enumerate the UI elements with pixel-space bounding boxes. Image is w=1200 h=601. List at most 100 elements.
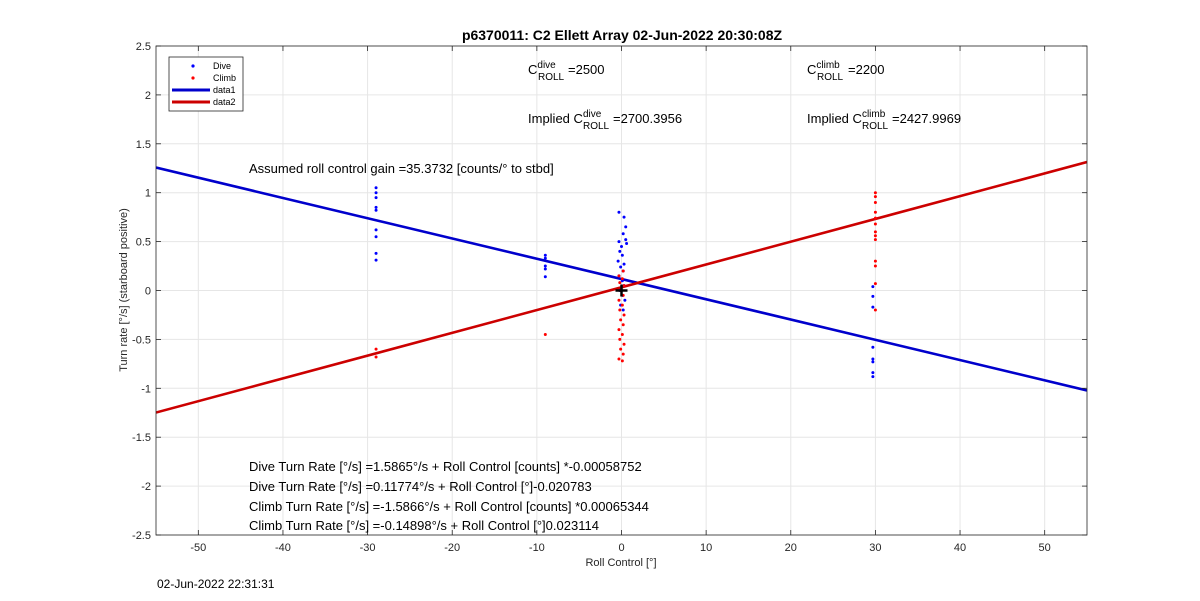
point-dive [543, 275, 547, 279]
point-dive [374, 205, 378, 209]
implied-dive-sub: ROLL [583, 121, 610, 132]
chart-title: p6370011: C2 Ellett Array 02-Jun-2022 20… [462, 27, 783, 43]
point-dive [622, 262, 626, 266]
c-symbol: C [574, 111, 583, 126]
legend-data2-label: data2 [213, 97, 236, 107]
y-tick-label: -0.5 [132, 334, 151, 346]
point-climb [621, 323, 625, 327]
implied-climb-sup: climb [862, 109, 886, 120]
x-tick-label: 10 [700, 542, 712, 554]
implied-climb-value: =2427.9969 [892, 111, 961, 126]
point-dive [871, 371, 875, 375]
c-symbol: C [807, 62, 816, 77]
point-dive [871, 294, 875, 298]
point-dive [871, 285, 875, 289]
point-climb [621, 269, 625, 273]
svg-text:Implied Cclimb: Implied Cclimb [807, 109, 886, 126]
c-climb-sup: climb [816, 60, 840, 71]
point-dive [871, 357, 875, 361]
y-tick-label: 1.5 [136, 139, 151, 151]
point-dive [871, 360, 875, 364]
point-dive [374, 196, 378, 200]
implied-dive-sup: dive [583, 109, 602, 120]
point-dive [871, 305, 875, 309]
data-points [374, 186, 877, 379]
implied-dive-annotation: Implied Cdive ROLL =2700.3956 [528, 109, 682, 132]
point-climb [620, 359, 624, 363]
point-climb [617, 328, 621, 332]
c-roll-climb-annotation: Cclimb ROLL =2200 [807, 60, 885, 83]
point-dive [621, 232, 625, 236]
point-climb [873, 222, 877, 226]
y-tick-label: 2 [145, 90, 151, 102]
x-tick-label: 30 [869, 542, 881, 554]
point-dive [625, 242, 629, 246]
point-dive [621, 308, 625, 312]
point-climb [620, 303, 624, 307]
implied-prefix: Implied [528, 111, 570, 126]
legend-climb-marker [191, 76, 195, 80]
c-roll-dive-annotation: Cdive ROLL =2500 [528, 60, 605, 83]
point-climb [873, 195, 877, 199]
point-dive [617, 240, 621, 244]
point-climb [873, 200, 877, 204]
point-dive [619, 265, 623, 269]
legend-data1-label: data1 [213, 85, 236, 95]
y-tick-label: 0 [145, 286, 151, 298]
svg-text:Cdive: Cdive [528, 60, 556, 77]
x-tick-label: 0 [618, 542, 624, 554]
point-dive [616, 259, 620, 263]
legend: Dive Climb data1 data2 [168, 56, 244, 112]
point-dive [374, 186, 378, 190]
x-tick-label: 20 [785, 542, 797, 554]
c-dive-sub: ROLL [538, 72, 565, 83]
svg-text:Cclimb: Cclimb [807, 60, 840, 77]
point-climb [873, 308, 877, 312]
point-climb [622, 313, 626, 317]
point-climb [622, 342, 626, 346]
y-tick-label: 0.5 [136, 237, 151, 249]
point-climb [617, 357, 621, 361]
point-climb [873, 259, 877, 263]
point-dive [620, 253, 624, 257]
x-tick-label: -40 [275, 542, 291, 554]
x-tick-label: 40 [954, 542, 966, 554]
point-dive [624, 238, 628, 242]
y-tick-label: -1 [141, 383, 151, 395]
point-climb [619, 318, 623, 322]
point-dive [620, 244, 623, 248]
y-tick-label: 1 [145, 188, 151, 200]
point-climb [374, 355, 378, 359]
point-dive [871, 375, 875, 379]
point-dive [543, 253, 547, 257]
point-dive [623, 298, 627, 302]
implied-climb-sub: ROLL [862, 121, 889, 132]
y-tick-label: 2.5 [136, 41, 151, 53]
y-tick-label: -1.5 [132, 432, 151, 444]
c-dive-sup: dive [537, 60, 556, 71]
point-climb [873, 191, 877, 195]
point-climb [617, 274, 621, 278]
legend-dive-marker [191, 64, 195, 68]
point-climb [873, 210, 877, 214]
point-climb [617, 298, 621, 302]
point-climb [618, 308, 622, 312]
climb-fit-counts: Climb Turn Rate [°/s] =-1.5866°/s + Roll… [249, 499, 649, 514]
tick-labels: -50 -40 -30 -20 -10 0 10 20 30 40 50-2.5-2-1.5-1-0… [132, 41, 1051, 554]
point-dive [543, 256, 547, 260]
point-climb [620, 277, 624, 281]
c-climb-sub: ROLL [817, 72, 844, 83]
point-dive [374, 251, 378, 255]
x-tick-label: -30 [360, 542, 376, 554]
point-climb [619, 347, 623, 351]
implied-prefix: Implied [807, 111, 849, 126]
point-climb [621, 352, 625, 356]
point-climb [873, 230, 877, 234]
c-symbol: C [853, 111, 862, 126]
origin-marker [615, 284, 628, 297]
point-dive [374, 258, 378, 262]
point-dive [624, 225, 628, 229]
y-axis-label: Turn rate [°/s] (starboard positive) [118, 208, 130, 372]
x-tick-label: -20 [444, 542, 460, 554]
